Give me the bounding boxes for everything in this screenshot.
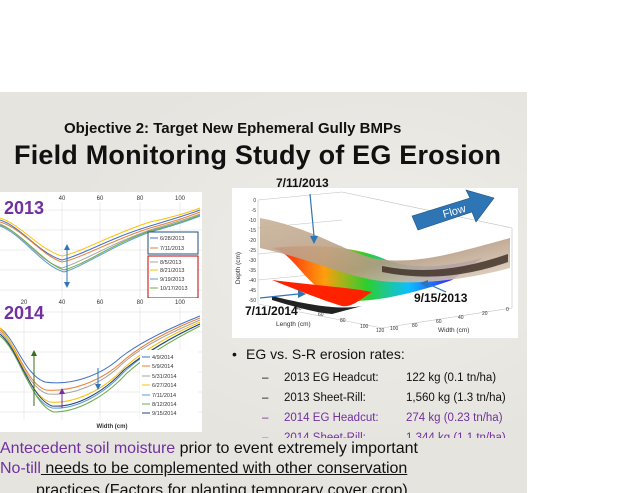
- legend-2013-0: 6/28/2013: [160, 236, 184, 242]
- bullet-main: • EG vs. S-R erosion rates:: [232, 346, 405, 362]
- ltick-3: 100: [360, 324, 369, 330]
- gully-3d-svg: Flow Depth (cm) 0 -5 -10 -15 -20 -25 -30…: [235, 189, 513, 334]
- conclusion-line-3: practices (Factors for planting temporar…: [36, 482, 408, 493]
- legend-2013-5: 10/17/2013: [160, 286, 188, 292]
- tick-2014-2: 60: [97, 300, 104, 306]
- ytick-8: -40: [249, 278, 256, 284]
- legend-2013-3: 8/21/2013: [160, 268, 184, 274]
- wtick-1: 80: [412, 323, 418, 329]
- ltick-4: 120: [376, 328, 385, 334]
- tick-2014-0: 20: [21, 300, 28, 306]
- date-label-right: 9/15/2013: [414, 291, 468, 305]
- panel-2014-chart: 20 40 60 80 100 4/9/2014 5/9/2014 5/31/2…: [0, 298, 202, 432]
- rate-row: –2014 EG Headcut: 274 kg (0.23 tn/ha): [262, 408, 522, 428]
- panel-2014-svg: 20 40 60 80 100 4/9/2014 5/9/2014 5/31/2…: [0, 300, 202, 430]
- wtick-4: 20: [482, 311, 488, 317]
- bullet-main-text: EG vs. S-R erosion rates:: [246, 346, 405, 362]
- tick-2014-4: 100: [175, 300, 186, 306]
- rate-value: 1,560 kg (1.3 tn/ha): [406, 392, 506, 404]
- legend-2013-box-a: [147, 231, 199, 255]
- legend-2013-box-b: [147, 255, 199, 299]
- conclusion-2-rest: needs to be complemented with other cons…: [40, 460, 408, 477]
- conclusions-box: Antecedent soil moisture prior to event …: [0, 438, 527, 493]
- legend-2014-1: 5/9/2014: [152, 364, 173, 370]
- tick-2013-2: 80: [137, 196, 144, 202]
- rate-label: 2014 EG Headcut:: [284, 412, 379, 424]
- ltick-2: 80: [340, 318, 346, 324]
- ytick-2: -10: [249, 218, 256, 224]
- ytick-7: -35: [249, 268, 256, 274]
- legend-2014-4: 7/11/2014: [152, 393, 176, 399]
- tick-2014-1: 40: [59, 300, 66, 306]
- year-2013-label: 2013: [4, 198, 45, 218]
- legend-2013-1: 7/11/2013: [160, 246, 184, 252]
- date-label-left: 7/11/2014: [245, 304, 298, 318]
- rate-label: 2013 EG Headcut:: [284, 372, 379, 384]
- flow-arrow-icon: [411, 189, 495, 231]
- conclusion-1-highlight: Antecedent soil moisture: [0, 440, 176, 457]
- wtick-3: 40: [458, 315, 464, 321]
- conclusion-1-rest: prior to event extremely important: [175, 440, 418, 457]
- conclusion-2-highlight: No-till: [0, 460, 41, 477]
- legend-2014-2: 5/31/2014: [152, 374, 176, 380]
- year-2014-label: 2014: [4, 303, 45, 323]
- tick-2013-0: 40: [59, 196, 66, 202]
- legend-2014-5: 8/12/2014: [152, 402, 176, 408]
- legend-2013-2: 8/5/2013: [160, 260, 181, 266]
- rate-value: 274 kg (0.23 tn/ha): [406, 412, 503, 424]
- rate-row: –2013 EG Headcut: 122 kg (0.1 tn/ha): [262, 368, 522, 388]
- objective-title: Objective 2: Target New Ephemeral Gully …: [64, 120, 402, 137]
- legend-2014-3: 6/27/2014: [152, 383, 176, 389]
- date-label-top: 7/11/2013: [276, 176, 329, 190]
- panel-2014-xlabel: Width (cm): [97, 424, 128, 430]
- rate-row: –2013 Sheet-Rill: 1,560 kg (1.3 tn/ha): [262, 388, 522, 408]
- ytick-1: -5: [252, 208, 257, 214]
- ytick-3: -15: [249, 228, 256, 234]
- legend-2014-6: 9/15/2014: [152, 411, 176, 417]
- wtick-0: 100: [390, 326, 399, 332]
- ytick-6: -30: [249, 258, 256, 264]
- length-axis-label: Length (cm): [276, 321, 311, 328]
- panel-2013-chart: 40 60 80 100 6/28/2013 7/11/2013 8/5/201…: [0, 192, 202, 300]
- rate-label: 2013 Sheet-Rill:: [284, 392, 366, 404]
- ytick-0: 0: [253, 198, 256, 204]
- ltick-0: 40: [296, 306, 302, 312]
- ytick-10: -50: [249, 298, 256, 304]
- ytick-4: -20: [249, 238, 256, 244]
- legend-2013-4: 9/19/2013: [160, 277, 184, 283]
- depth-axis-label: Depth (cm): [235, 252, 242, 284]
- ltick-1: 60: [318, 312, 324, 318]
- erosion-rates-list: • EG vs. S-R erosion rates: –2013 EG Head…: [232, 346, 522, 448]
- panel-2013-svg: 40 60 80 100 6/28/2013 7/11/2013 8/5/201…: [0, 196, 202, 300]
- ytick-5: -25: [249, 248, 256, 254]
- width-axis-label: Width (cm): [438, 327, 469, 334]
- tick-2014-3: 80: [137, 300, 144, 306]
- slide-title: Field Monitoring Study of EG Erosion: [14, 140, 502, 170]
- conclusion-line-2: No-till needs to be complemented with ot…: [0, 460, 407, 478]
- rate-value: 122 kg (0.1 tn/ha): [406, 372, 497, 384]
- conclusion-3-text: practices (Factors for planting temporar…: [36, 482, 408, 493]
- wtick-5: 0: [506, 307, 509, 313]
- wtick-2: 60: [436, 319, 442, 325]
- gully-3d-plot: Flow Depth (cm) 0 -5 -10 -15 -20 -25 -30…: [232, 188, 518, 338]
- conclusion-line-1: Antecedent soil moisture prior to event …: [0, 440, 418, 458]
- legend-2014-0: 4/9/2014: [152, 355, 173, 361]
- ytick-9: -45: [249, 288, 256, 294]
- tick-2013-1: 60: [97, 196, 104, 202]
- tick-2013-3: 100: [175, 196, 186, 202]
